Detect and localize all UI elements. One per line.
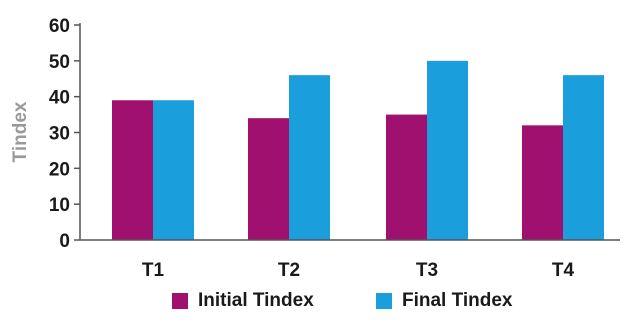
x-tick-label-t3: T3 — [416, 260, 438, 281]
x-axis-labels: T1 T2 T3 T4 — [142, 260, 575, 281]
y-axis-ticks: 0 10 20 30 40 50 60 — [49, 16, 80, 252]
y-tick-label: 50 — [49, 52, 70, 73]
y-tick-label: 0 — [59, 231, 70, 252]
bar-t2-initial — [248, 118, 289, 240]
legend-label-final: Final Tindex — [402, 290, 513, 311]
x-tick-label-t4: T4 — [552, 260, 575, 281]
y-tick-label: 20 — [49, 159, 70, 180]
bar-t3-final — [427, 60, 468, 241]
chart-plot: 0 10 20 30 40 50 60 T1 T2 T3 T4 Tindex — [10, 16, 620, 281]
y-tick-label: 10 — [49, 195, 70, 216]
legend-label-initial: Initial Tindex — [198, 290, 314, 311]
bar-t4-final — [563, 75, 604, 241]
y-axis-title: Tindex — [10, 101, 31, 162]
x-tick-label-t1: T1 — [142, 260, 165, 281]
bar-t1-initial — [112, 100, 153, 240]
legend-swatch-initial — [172, 293, 188, 309]
legend-item-initial-tindex: Initial Tindex — [172, 286, 314, 316]
chart-bars — [112, 60, 604, 241]
legend-swatch-final — [376, 293, 392, 309]
x-tick-label-t2: T2 — [278, 260, 300, 281]
bar-t4-initial — [522, 125, 563, 240]
legend-item-final-tindex: Final Tindex — [376, 286, 513, 316]
y-tick-label: 40 — [49, 88, 70, 109]
bar-t3-initial — [386, 114, 427, 240]
y-tick-label: 30 — [49, 124, 70, 145]
bar-t2-final — [289, 75, 330, 241]
bar-t1-final — [153, 100, 194, 240]
y-tick-label: 60 — [49, 16, 70, 37]
chart-legend: Initial Tindex Final Tindex — [0, 286, 625, 316]
